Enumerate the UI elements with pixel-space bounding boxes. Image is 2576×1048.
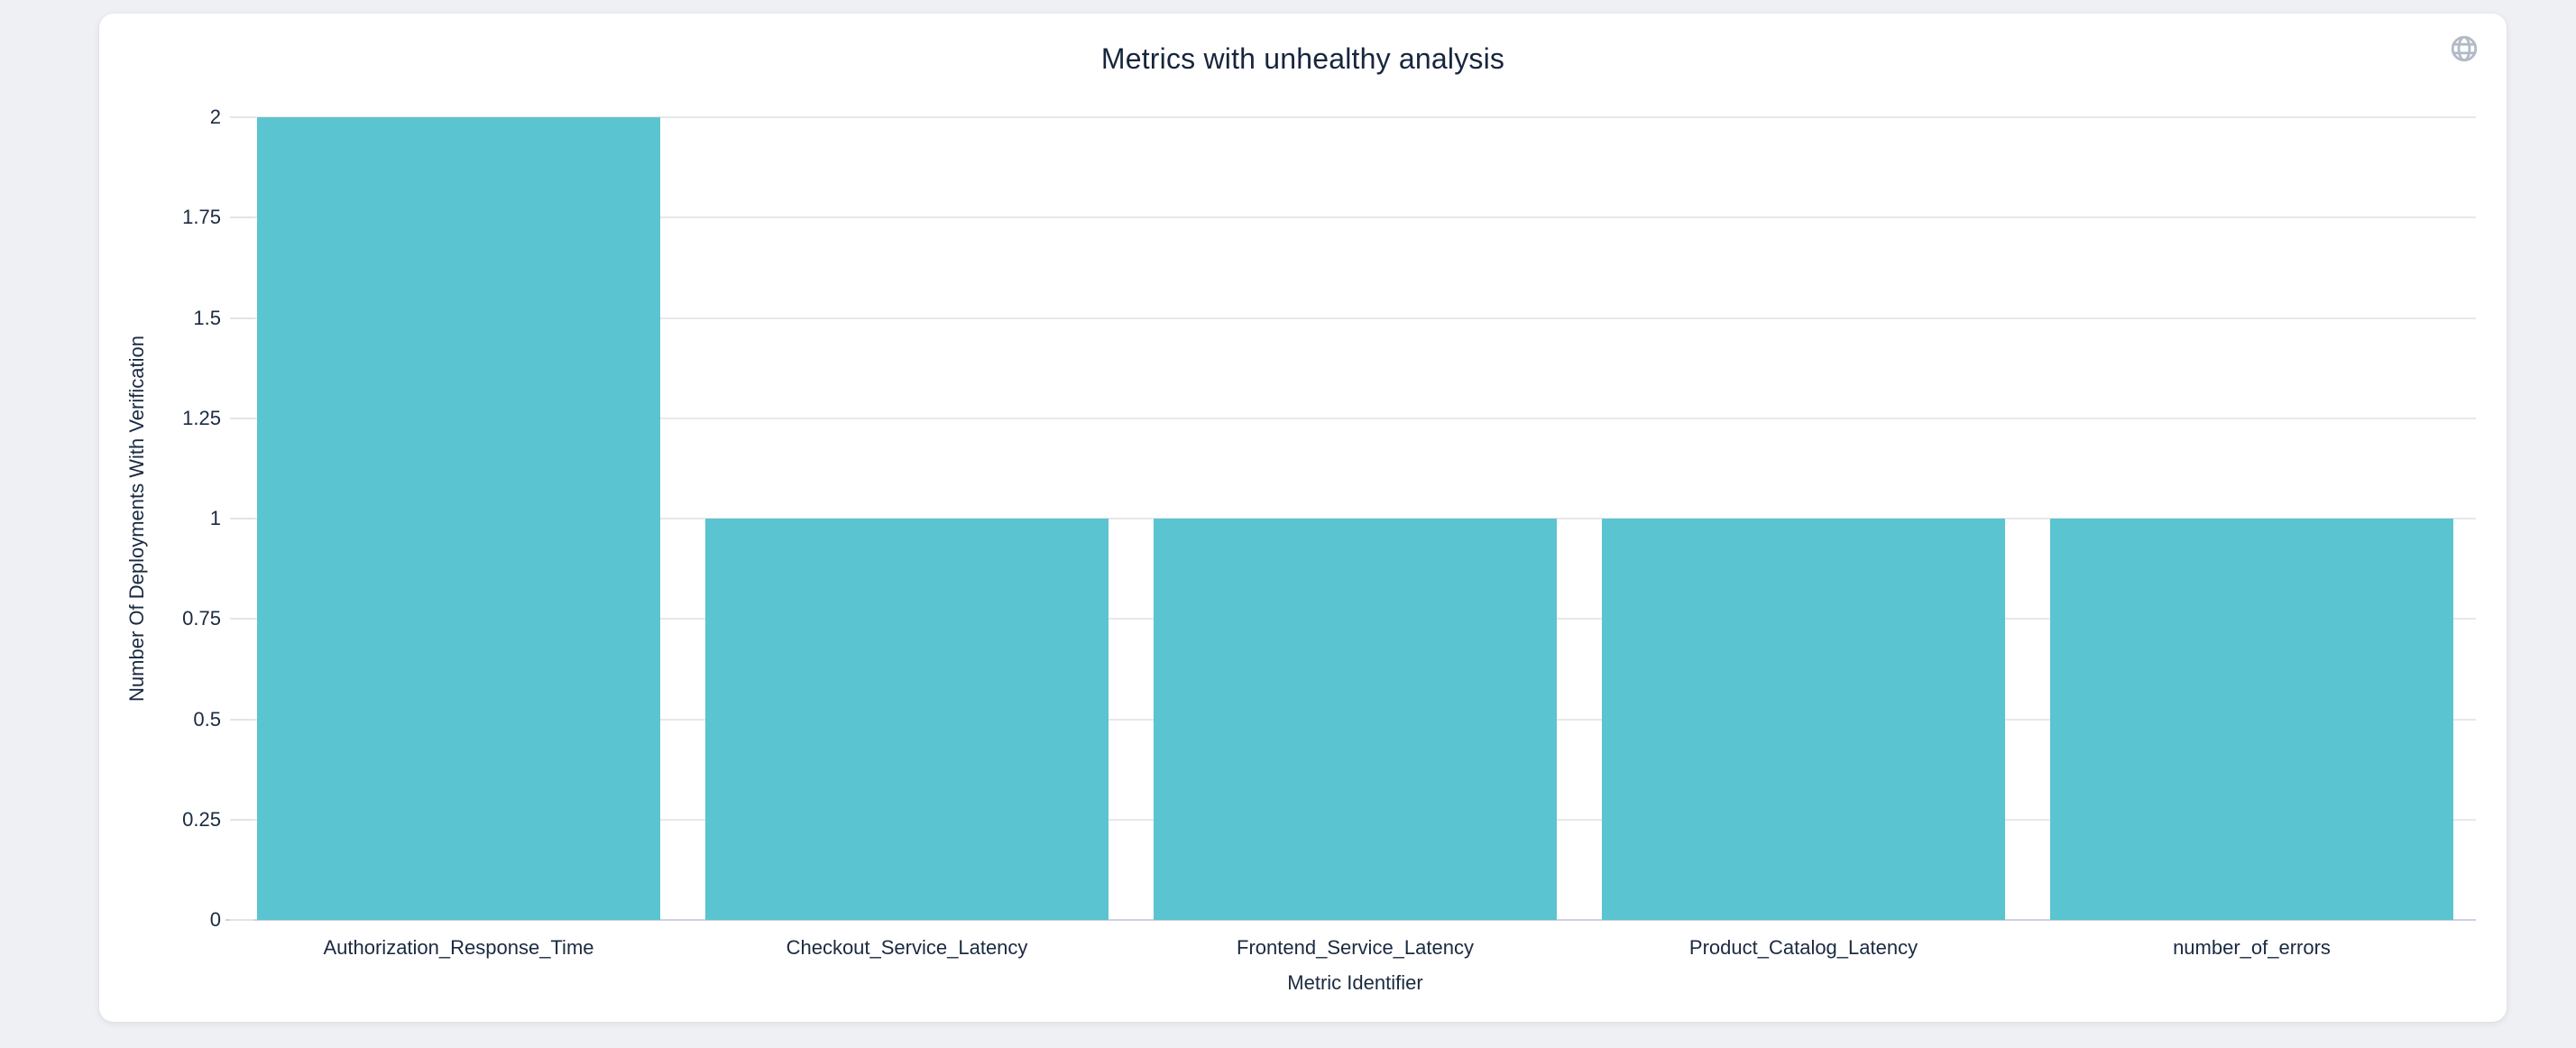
y-tick-label: 1.25 — [182, 406, 221, 429]
bar-Checkout_Service_Latency[interactable] — [704, 519, 1109, 920]
y-tick-mark — [230, 818, 253, 821]
plot-area — [225, 116, 2476, 921]
globe-icon[interactable] — [2449, 33, 2479, 64]
y-tick-label: 2 — [209, 106, 221, 128]
x-tick-label: number_of_errors — [2173, 936, 2331, 959]
bar-Authorization_Response_Time[interactable] — [256, 117, 661, 920]
bar-Product_Catalog_Latency[interactable] — [1601, 519, 2006, 920]
y-tick-mark — [230, 618, 253, 621]
y-tick-label: 0.75 — [182, 607, 221, 630]
y-tick-mark — [230, 317, 253, 319]
bar-Frontend_Service_Latency[interactable] — [1153, 519, 1558, 920]
y-tick-label: 1.75 — [182, 206, 221, 229]
y-tick-mark — [230, 216, 253, 219]
chart-card: Metrics with unhealthy analysis Number O… — [99, 14, 2507, 1022]
y-tick-mark — [230, 116, 253, 118]
gridline — [235, 216, 2476, 219]
gridline — [235, 417, 2476, 419]
bar-number_of_errors[interactable] — [2049, 519, 2454, 920]
gridline — [235, 317, 2476, 319]
x-tick-label: Product_Catalog_Latency — [1688, 936, 1918, 959]
y-axis: 0 0.25 0.5 0.75 1 1.25 1.5 1.75 2 — [99, 107, 221, 930]
x-tick-label: Authorization_Response_Time — [323, 936, 594, 959]
y-tick-mark — [230, 919, 253, 921]
x-tick-label: Frontend_Service_Latency — [1237, 936, 1474, 959]
x-axis-title: Metric Identifier — [1287, 971, 1423, 994]
y-tick-label: 0.25 — [182, 807, 221, 831]
y-tick-label: 0 — [209, 908, 221, 931]
y-tick-label: 1.5 — [193, 306, 221, 329]
y-tick-label: 1 — [209, 507, 221, 529]
x-axis: Authorization_Response_Time Checkout_Serv… — [235, 920, 2476, 974]
y-tick-mark — [230, 518, 253, 519]
chart-title: Metrics with unhealthy analysis — [1100, 42, 1505, 75]
x-tick-label: Checkout_Service_Latency — [786, 936, 1028, 959]
gridline — [235, 116, 2476, 118]
y-tick-mark — [230, 417, 253, 419]
y-tick-mark — [230, 718, 253, 721]
y-tick-label: 0.5 — [193, 707, 221, 731]
x-axis-line — [225, 919, 2476, 921]
